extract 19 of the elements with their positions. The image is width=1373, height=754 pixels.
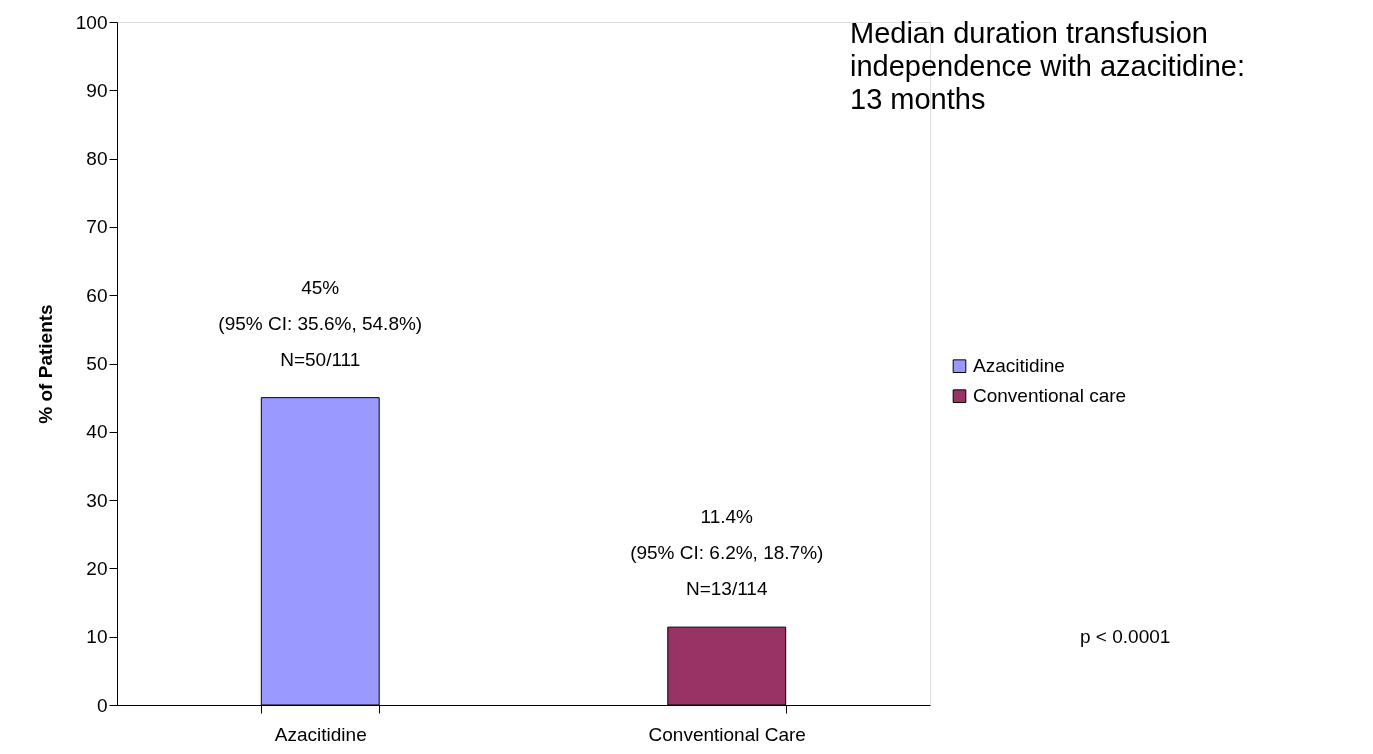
annotation: Median duration transfusion independence with azacitidine: 13 months bbox=[850, 17, 1245, 115]
y-tick-label: 90 bbox=[86, 79, 108, 101]
y-tick-label: 10 bbox=[86, 626, 108, 648]
y-tick-label: 80 bbox=[86, 148, 108, 170]
text: p < 0.0001 bbox=[1080, 626, 1171, 647]
y-tick-label: 30 bbox=[86, 489, 108, 511]
y-tick-label: 20 bbox=[86, 557, 108, 579]
legend-label: Conventional care bbox=[973, 385, 1127, 407]
x-tick-label: Conventional Care bbox=[648, 723, 806, 745]
y-tick-label: 70 bbox=[86, 216, 108, 238]
y-axis-title: % of Patients bbox=[34, 304, 56, 424]
y-tick-label: 100 bbox=[75, 11, 108, 33]
y-tick-label: 0 bbox=[96, 694, 108, 716]
y-tick-label: 40 bbox=[86, 421, 108, 443]
y-tick-label: 60 bbox=[86, 284, 108, 306]
data-label: 11.4% (95% CI: 6.2%, 18.7%) N=13/114 bbox=[630, 506, 824, 600]
y-tick-label: 50 bbox=[86, 353, 108, 374]
data-label: 45% (95% CI: 35.6%, 54.8%) N=50/111 bbox=[218, 276, 423, 370]
legend-label: Azacitidine bbox=[973, 355, 1065, 377]
